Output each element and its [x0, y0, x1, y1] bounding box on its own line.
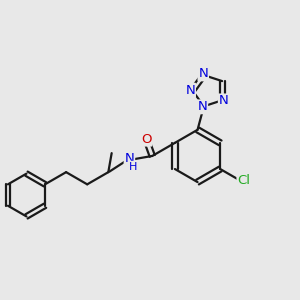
- Text: H: H: [129, 161, 137, 172]
- Text: Cl: Cl: [237, 174, 250, 187]
- Text: O: O: [141, 133, 152, 146]
- Text: N: N: [185, 84, 195, 97]
- Text: N: N: [219, 94, 229, 107]
- Text: N: N: [124, 152, 134, 165]
- Text: N: N: [197, 100, 207, 113]
- Text: N: N: [198, 68, 208, 80]
